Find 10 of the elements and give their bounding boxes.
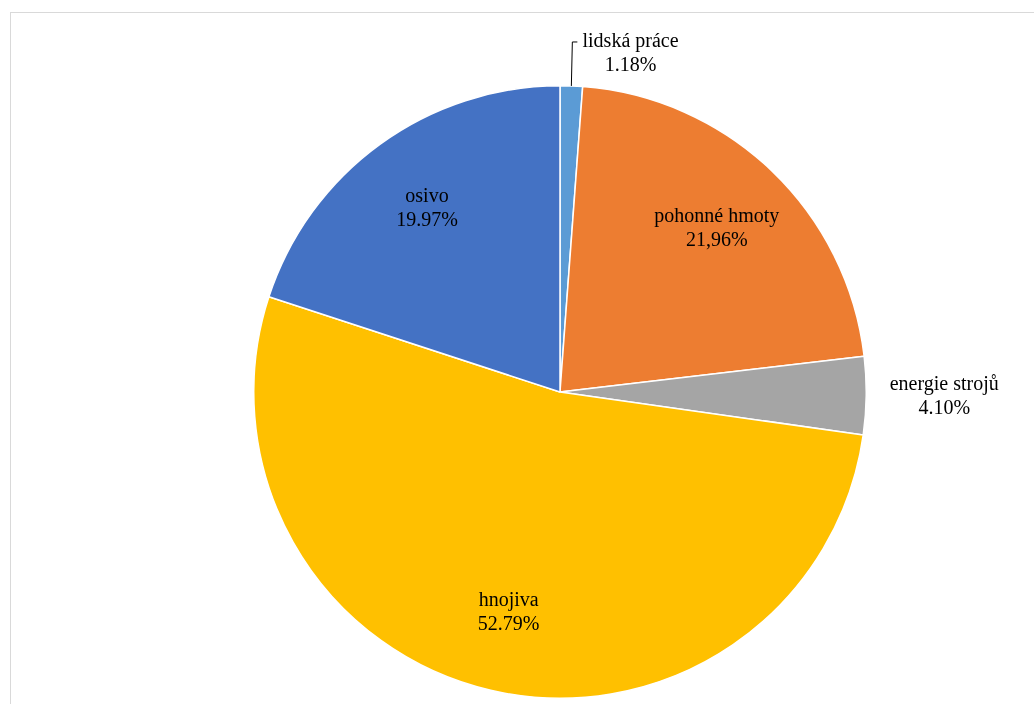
- data-label: 4.10%: [918, 395, 971, 418]
- slice-label: pohonné hmoty: [654, 203, 780, 227]
- slice-label: hnojiva: [478, 587, 539, 611]
- slice-label: osivo: [405, 183, 449, 206]
- data-label: 19.97%: [396, 207, 458, 230]
- data-label: 21,96%: [685, 227, 748, 250]
- data-label: 52.79%: [477, 611, 540, 634]
- slice-label: lidská práce: [582, 29, 679, 53]
- data-label: 1.18%: [604, 53, 657, 76]
- slice-label: energie strojů: [889, 371, 999, 395]
